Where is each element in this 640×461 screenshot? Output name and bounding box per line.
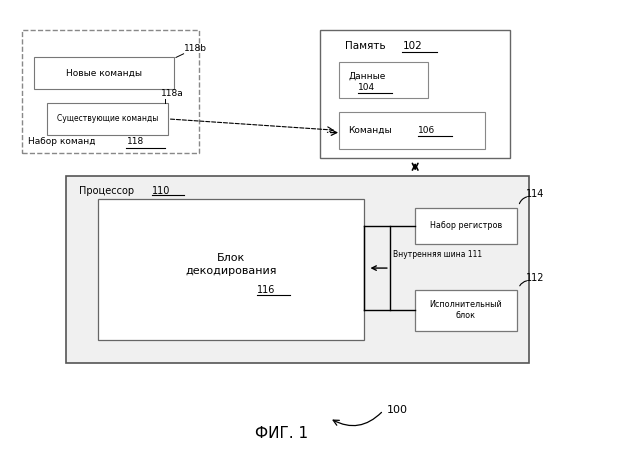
Text: Набор регистров: Набор регистров bbox=[430, 221, 502, 230]
Text: Внутренняя шина 111: Внутренняя шина 111 bbox=[393, 250, 482, 259]
Text: Новые команды: Новые команды bbox=[67, 69, 142, 78]
Text: 102: 102 bbox=[403, 41, 422, 52]
Text: Процессор: Процессор bbox=[79, 186, 134, 196]
FancyBboxPatch shape bbox=[415, 208, 516, 244]
Text: 114: 114 bbox=[526, 189, 545, 199]
Text: 106: 106 bbox=[419, 126, 436, 135]
FancyBboxPatch shape bbox=[66, 176, 529, 363]
FancyBboxPatch shape bbox=[47, 103, 168, 135]
Text: блок: блок bbox=[456, 311, 476, 320]
FancyBboxPatch shape bbox=[22, 30, 200, 153]
FancyBboxPatch shape bbox=[320, 30, 510, 158]
FancyBboxPatch shape bbox=[339, 62, 428, 98]
Text: Данные: Данные bbox=[349, 71, 386, 80]
Text: 118: 118 bbox=[127, 137, 144, 146]
Text: 118a: 118a bbox=[161, 89, 184, 98]
FancyBboxPatch shape bbox=[98, 199, 364, 340]
Text: Исполнительный: Исполнительный bbox=[429, 300, 502, 309]
Text: Набор команд: Набор команд bbox=[28, 137, 95, 146]
Text: Память: Память bbox=[346, 41, 386, 52]
Text: 116: 116 bbox=[257, 285, 275, 295]
Text: 104: 104 bbox=[358, 83, 375, 92]
Text: Команды: Команды bbox=[349, 126, 392, 135]
FancyBboxPatch shape bbox=[35, 58, 174, 89]
FancyBboxPatch shape bbox=[415, 290, 516, 331]
Text: 112: 112 bbox=[526, 273, 545, 283]
FancyBboxPatch shape bbox=[339, 112, 485, 148]
Text: ФИГ. 1: ФИГ. 1 bbox=[255, 426, 308, 441]
Text: 118b: 118b bbox=[184, 44, 207, 53]
Text: Существующие команды: Существующие команды bbox=[57, 114, 158, 124]
Text: 100: 100 bbox=[387, 405, 408, 415]
Text: 110: 110 bbox=[152, 186, 170, 196]
Text: Блок: Блок bbox=[217, 253, 245, 263]
Text: декодирования: декодирования bbox=[186, 266, 277, 277]
